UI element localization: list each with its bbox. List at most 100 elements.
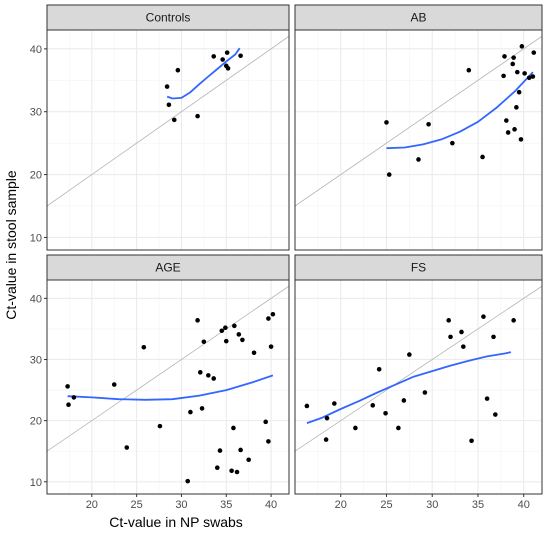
data-point	[206, 373, 211, 378]
facet-strip	[294, 4, 543, 31]
facet-strip-label: AB	[410, 11, 426, 25]
plot-area	[295, 30, 542, 250]
data-point	[383, 410, 388, 416]
data-point	[484, 396, 490, 401]
data-point	[246, 457, 251, 463]
data-point	[469, 438, 474, 444]
x-tick-label: 35	[220, 499, 232, 511]
data-point	[201, 339, 207, 345]
data-point	[111, 382, 117, 387]
facet-strip	[46, 254, 290, 281]
data-point	[71, 395, 77, 400]
data-point	[422, 390, 428, 395]
data-point	[530, 74, 536, 79]
data-point	[480, 154, 485, 160]
data-point	[324, 415, 330, 421]
data-point	[220, 57, 225, 62]
data-point	[219, 328, 225, 334]
y-tick-label: 30	[30, 354, 42, 366]
facet-panel: Controls 10 20 30 40	[30, 4, 290, 251]
data-point	[459, 329, 464, 335]
x-tick-label: 30	[175, 499, 187, 511]
data-point	[124, 445, 130, 450]
x-tick-label: 40	[518, 499, 530, 511]
data-point	[229, 468, 234, 474]
data-point	[266, 316, 271, 321]
data-point	[505, 130, 511, 135]
identity-line	[47, 285, 289, 452]
data-point	[141, 344, 147, 350]
plot-background	[295, 280, 542, 494]
facet-panel: FS 20 25 30 35 40	[294, 254, 543, 511]
plot-background	[295, 30, 542, 250]
data-point	[514, 105, 519, 110]
facet-strip	[294, 254, 543, 281]
data-point	[214, 465, 220, 471]
data-point	[234, 469, 240, 475]
data-point	[481, 314, 486, 319]
data-point	[263, 419, 268, 425]
data-point	[236, 332, 242, 337]
data-point	[501, 73, 506, 79]
y-tick-label: 30	[30, 107, 42, 119]
x-tick-label: 30	[426, 499, 438, 511]
y-tick-label: 10	[30, 477, 42, 489]
x-tick-label: 20	[86, 499, 98, 511]
plot-area	[295, 280, 542, 494]
data-point	[407, 352, 412, 357]
data-point	[195, 113, 200, 119]
data-point	[304, 403, 310, 409]
identity-line	[47, 35, 289, 207]
data-point	[512, 127, 517, 132]
data-point	[426, 121, 431, 127]
data-point	[461, 344, 466, 349]
data-point	[353, 425, 358, 431]
data-point	[223, 325, 228, 330]
data-point	[65, 384, 70, 389]
data-point	[238, 447, 243, 453]
data-point	[197, 370, 203, 375]
data-point	[268, 344, 274, 349]
data-point	[224, 50, 230, 55]
x-tick-label: 25	[131, 499, 143, 511]
x-tick-label: 20	[335, 499, 347, 511]
data-point	[384, 120, 389, 125]
data-point	[448, 334, 453, 340]
data-point	[195, 318, 200, 323]
data-point	[502, 54, 507, 59]
data-point	[386, 172, 392, 177]
data-point	[511, 55, 516, 60]
facet-panel: AB	[294, 4, 543, 251]
data-point	[171, 117, 177, 123]
data-point	[240, 337, 245, 343]
data-point	[370, 403, 376, 408]
data-point	[522, 71, 527, 76]
facet-strip-label: Controls	[146, 11, 191, 25]
data-point	[199, 406, 205, 411]
y-tick-label: 40	[30, 293, 42, 305]
y-tick-label: 40	[30, 44, 42, 56]
smooth-curve	[386, 71, 534, 150]
smooth-curve	[306, 351, 512, 424]
data-point	[188, 409, 193, 415]
facet-strip	[46, 4, 290, 31]
data-point	[225, 66, 231, 71]
data-point	[493, 412, 498, 417]
data-point	[401, 398, 407, 403]
plot-area	[47, 280, 289, 494]
data-point	[531, 50, 537, 55]
data-point	[376, 366, 382, 372]
data-point	[157, 423, 163, 429]
data-point	[223, 338, 229, 344]
identity-line	[295, 35, 542, 207]
y-tick-label: 20	[30, 416, 42, 428]
data-point	[211, 54, 217, 59]
data-point	[166, 102, 172, 108]
data-point	[238, 53, 243, 59]
facet-panel: AGE 10 20 30 40 20 25 30 35 40	[30, 254, 290, 511]
plot-background	[47, 30, 289, 250]
y-axis-title: Ct-value in stool sample	[3, 170, 19, 320]
data-point	[515, 69, 520, 75]
